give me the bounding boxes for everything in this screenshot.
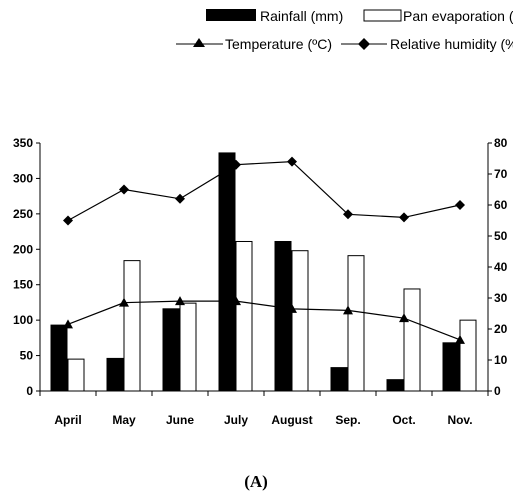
- bar-rainfall: [386, 379, 404, 392]
- legend-label-rainfall: Rainfall (mm): [260, 8, 343, 24]
- point-temperature: [287, 303, 297, 313]
- point-temperature: [119, 297, 129, 307]
- x-category-label: April: [54, 413, 81, 427]
- left-axis-ticks: 0 50 100 150 200 250 300 350: [13, 136, 40, 398]
- point-relative-humidity: [455, 200, 465, 210]
- bar-pan-evaporation: [123, 260, 141, 392]
- bar-pan-evaporation: [179, 302, 197, 392]
- x-category-label: Nov.: [447, 413, 472, 427]
- bar-rainfall: [162, 308, 180, 392]
- legend-item-temperature: Temperature (ºC): [176, 36, 332, 52]
- right-tick-label: 50: [494, 229, 508, 243]
- bar-rainfall: [106, 357, 124, 392]
- figure-caption: (A): [244, 472, 268, 491]
- point-temperature: [399, 313, 409, 323]
- x-category-label: Sep.: [335, 413, 360, 427]
- bar-rainfall: [442, 342, 460, 392]
- point-relative-humidity: [343, 209, 353, 220]
- x-category-label: June: [166, 413, 194, 427]
- left-tick-label: 100: [13, 313, 33, 327]
- point-relative-humidity: [119, 184, 129, 195]
- right-tick-label: 20: [494, 322, 508, 336]
- line-temperature: [67, 300, 461, 341]
- bar-rainfall: [274, 240, 292, 392]
- legend-item-pan-evaporation: Pan evaporation (mm): [363, 8, 513, 24]
- legend-label-pan-evaporation: Pan evaporation (mm): [403, 8, 513, 24]
- bar-pan-evaporation: [403, 288, 421, 392]
- point-relative-humidity: [63, 215, 73, 226]
- lines: [63, 156, 465, 344]
- legend: Rainfall (mm) Pan evaporation (mm) Tempe…: [176, 8, 513, 52]
- legend-label-relative-humidity: Relative humidity (%): [390, 36, 513, 52]
- bars: [50, 152, 477, 392]
- point-temperature: [455, 334, 465, 344]
- bar-pan-evaporation: [291, 250, 309, 392]
- bar-pan-evaporation: [347, 255, 365, 392]
- left-tick-label: 150: [13, 278, 33, 292]
- right-tick-label: 80: [494, 136, 508, 150]
- bar-rainfall: [218, 152, 236, 392]
- right-tick-label: 30: [494, 291, 508, 305]
- x-category-label: August: [271, 413, 312, 427]
- point-relative-humidity: [399, 212, 409, 223]
- left-tick-label: 350: [13, 136, 33, 150]
- x-category-label: May: [112, 413, 136, 427]
- bar-rainfall: [330, 367, 348, 392]
- legend-swatch-rainfall: [206, 9, 256, 21]
- point-relative-humidity: [287, 156, 297, 167]
- point-temperature: [63, 319, 73, 329]
- right-tick-label: 0: [494, 384, 501, 398]
- right-tick-label: 70: [494, 167, 508, 181]
- bar-pan-evaporation: [459, 319, 477, 392]
- left-tick-label: 300: [13, 171, 33, 185]
- right-tick-label: 10: [494, 353, 508, 367]
- point-temperature: [175, 296, 185, 306]
- point-relative-humidity: [175, 193, 185, 204]
- legend-label-temperature: Temperature (ºC): [225, 36, 332, 52]
- left-tick-label: 200: [13, 242, 33, 256]
- bar-pan-evaporation: [235, 240, 253, 392]
- point-temperature: [343, 305, 353, 315]
- right-axis-ticks: 0 10 20 30 40 50 60 70 80: [488, 136, 508, 398]
- legend-item-relative-humidity: Relative humidity (%): [341, 36, 513, 52]
- x-category-label: July: [224, 413, 248, 427]
- x-category-label: Oct.: [392, 413, 415, 427]
- legend-triangle-icon: [193, 38, 205, 47]
- x-axis-labels: April May June July August Sep. Oct. Nov.: [54, 413, 472, 427]
- bar-rainfall: [50, 324, 68, 392]
- right-tick-label: 40: [494, 260, 508, 274]
- point-relative-humidity: [231, 159, 241, 170]
- left-tick-label: 250: [13, 207, 33, 221]
- line-relative-humidity: [67, 160, 461, 222]
- left-tick-label: 0: [26, 384, 33, 398]
- legend-swatch-pan-evaporation: [363, 9, 402, 22]
- x-axis-ticks: [39, 391, 489, 396]
- point-temperature: [231, 296, 241, 306]
- right-tick-label: 60: [494, 198, 508, 212]
- legend-item-rainfall: Rainfall (mm): [206, 8, 343, 24]
- legend-diamond-icon: [358, 38, 370, 50]
- left-tick-label: 50: [20, 349, 34, 363]
- bar-pan-evaporation: [67, 358, 85, 392]
